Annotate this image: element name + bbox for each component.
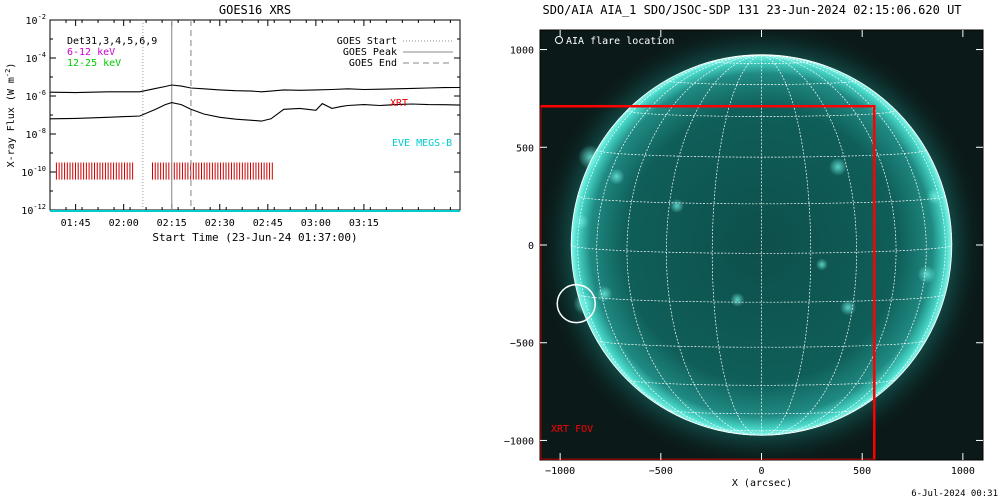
goes-y-axis-label: X-ray Flux (W m-2): [4, 63, 17, 168]
goes-series-line: [49, 84, 461, 94]
detector-label: Det31,3,4,5,6,9: [67, 36, 157, 47]
aia-panel: SDO/AIA AIA_1 SDO/JSOC-SDP 131 23-Jun-20…: [504, 3, 984, 489]
goes-y-tick-label: 10-12: [21, 203, 46, 217]
goes-x-axis-label: Start Time (23-Jun-24 01:37:00): [152, 231, 357, 244]
grid-line: [761, 54, 927, 435]
aia-x-axis: −1000 −500 0 500 1000: [545, 30, 975, 477]
goes-x-tick-label: 03:00: [301, 218, 331, 229]
aia-y-tick-label: 0: [528, 241, 534, 252]
goes-series-line: [49, 102, 461, 122]
legend-goes-end: GOES End: [349, 58, 397, 69]
goes-legend: GOES Start GOES Peak GOES End: [337, 36, 453, 69]
aia-x-axis-label: X (arcsec): [732, 478, 792, 489]
goes-x-tick-label: 02:15: [157, 218, 187, 229]
goes-x-tick-label: 03:15: [349, 218, 379, 229]
aia-y-tick-label: 1000: [510, 46, 534, 57]
grid-line: [761, 54, 946, 433]
goes-x-tick-label: 02:45: [253, 218, 283, 229]
active-region-glow: [578, 144, 603, 170]
active-region-glow: [840, 299, 857, 316]
aia-y-tick-label: −500: [510, 339, 534, 350]
aia-x-tick-label: −500: [649, 466, 673, 477]
active-region-glow: [608, 168, 625, 185]
goes-x-axis: 01:45 02:00 02:15 02:30 02:45 03:00 03:15: [49, 20, 451, 229]
flare-location-circle: [556, 283, 596, 324]
xrt-observation-ticks: [55, 162, 273, 180]
aia-legend-text: AIA flare location: [566, 36, 674, 47]
active-region-glow: [572, 213, 589, 230]
goes-y-tick-label: 10-4: [26, 51, 46, 65]
active-region-glow: [917, 265, 936, 284]
xrt-fov-box: [540, 104, 876, 460]
active-region-glow: [815, 258, 828, 271]
legend-goes-start: GOES Start: [337, 36, 397, 47]
grid-line: [626, 54, 762, 436]
goes-y-tick-label: 10-2: [26, 13, 46, 27]
active-region-glow: [669, 198, 684, 213]
goes-plot-frame: [49, 19, 461, 211]
xrt-fov-label: XRT FOV: [551, 424, 593, 435]
solar-limb: [570, 54, 953, 436]
aia-y-tick-label: −1000: [504, 436, 534, 447]
band-label-12-25: 12-25 keV: [67, 58, 121, 69]
goes-y-axis: 10-12 10-10 10-8 10-6 10-4 10-2: [21, 13, 460, 217]
goes-event-markers: [142, 20, 192, 210]
aia-x-tick-label: 500: [853, 466, 871, 477]
goes-x-tick-label: 01:45: [61, 218, 91, 229]
heliographic-grid: [570, 54, 953, 436]
legend-goes-peak: GOES Peak: [343, 47, 397, 58]
grid-line: [711, 54, 762, 436]
grid-line: [666, 54, 762, 436]
active-regions: [572, 144, 943, 316]
goes-xrs-panel: GOES16 XRS 10-12 10-10 10-8 10-6 10-4 10-2 01…: [4, 3, 461, 244]
grid-line: [577, 54, 762, 433]
active-region-glow: [730, 292, 745, 307]
goes-y-tick-label: 10-10: [21, 165, 46, 179]
goes-chart-title: GOES16 XRS: [219, 3, 291, 17]
goes-x-tick-label: 02:00: [109, 218, 139, 229]
footer-date: 6-Jul-2024 00:31: [911, 489, 998, 499]
grid-line: [761, 54, 812, 436]
band-label-6-12: 6-12 keV: [67, 47, 115, 58]
active-region-glow: [573, 292, 596, 315]
grid-line: [577, 294, 946, 303]
active-region-glow: [828, 157, 848, 176]
aia-x-tick-label: −1000: [545, 466, 575, 477]
aia-y-tick-label: 500: [516, 143, 534, 154]
grid-line: [761, 54, 897, 436]
grid-line: [596, 54, 762, 435]
aia-y-axis: −1000 −500 0 500 1000: [504, 46, 983, 447]
grid-line: [712, 428, 811, 432]
goes-y-tick-label: 10-6: [26, 89, 46, 103]
eve-megs-b-label: EVE MEGS-B: [392, 138, 452, 149]
active-region-glow: [926, 188, 943, 205]
xrt-label: XRT: [390, 98, 408, 109]
goes-y-tick-label: 10-8: [26, 127, 46, 141]
aia-image: [540, 30, 983, 460]
grid-line: [761, 54, 857, 436]
active-region-glow: [596, 285, 613, 302]
aia-image-title: SDO/AIA AIA_1 SDO/JSOC-SDP 131 23-Jun-20…: [542, 3, 961, 17]
goes-series: [49, 84, 461, 212]
goes-x-tick-label: 02:30: [205, 218, 235, 229]
aia-x-tick-label: 1000: [951, 466, 975, 477]
legend-circle-icon: [555, 36, 563, 44]
aia-x-tick-label: 0: [758, 466, 764, 477]
